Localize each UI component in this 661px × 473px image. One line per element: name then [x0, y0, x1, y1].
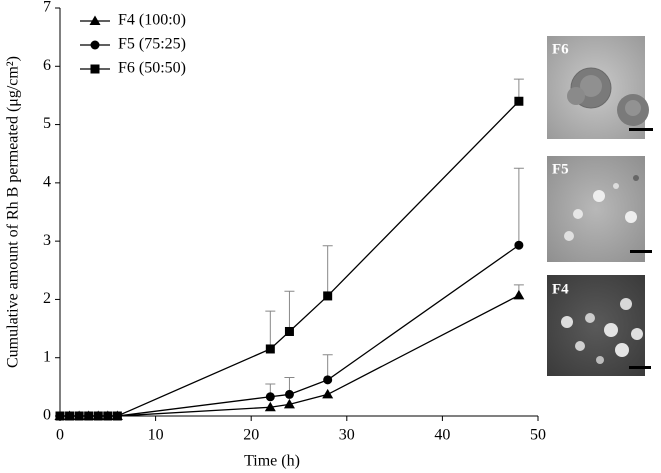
- marker: [322, 388, 334, 399]
- y-tick-label: 1: [43, 348, 51, 365]
- particle: [613, 183, 619, 189]
- legend-label: F4 (100:0): [118, 12, 186, 29]
- scale-bar: [630, 250, 652, 253]
- x-tick-label: 50: [530, 427, 546, 444]
- marker: [265, 344, 275, 354]
- marker: [55, 411, 65, 421]
- y-tick-label: 0: [43, 407, 51, 424]
- inset-image: [547, 156, 645, 262]
- series-line: [60, 100, 520, 417]
- particle: [585, 313, 595, 323]
- particle: [573, 209, 583, 219]
- particle: [633, 175, 639, 181]
- marker: [514, 96, 524, 106]
- y-tick-label: 4: [43, 174, 51, 191]
- inset-label: F5: [552, 161, 569, 177]
- marker: [93, 411, 103, 421]
- marker: [284, 326, 294, 336]
- particle: [625, 211, 637, 223]
- marker: [112, 411, 122, 421]
- y-tick-label: 6: [43, 57, 51, 74]
- marker: [264, 401, 276, 412]
- x-tick-label: 0: [56, 427, 64, 444]
- y-tick-label: 2: [43, 290, 51, 307]
- marker: [323, 375, 333, 385]
- inset-label: F4: [552, 281, 569, 297]
- y-tick-label: 3: [43, 232, 51, 249]
- x-tick-label: 20: [243, 427, 259, 444]
- error-bar: [284, 290, 295, 332]
- y-axis-label: Cumulative amount of Rh B permeated (μg/…: [5, 56, 22, 368]
- legend-marker: [90, 64, 100, 74]
- marker: [323, 291, 333, 301]
- particle: [615, 343, 629, 357]
- legend-marker: [90, 40, 100, 50]
- scale-bar: [629, 128, 653, 131]
- legend-marker: [89, 15, 101, 25]
- marker: [265, 392, 275, 402]
- legend-label: F6 (50:50): [118, 60, 186, 77]
- particle: [593, 190, 605, 202]
- inset-label: F6: [552, 41, 569, 57]
- error-bar: [265, 310, 276, 349]
- marker: [513, 289, 525, 300]
- particle: [564, 231, 574, 241]
- inset-images: [547, 36, 653, 376]
- particle: [620, 298, 632, 310]
- marker: [514, 240, 524, 250]
- scale-bar: [629, 366, 651, 369]
- marker: [283, 398, 295, 409]
- x-tick-label: 40: [434, 427, 450, 444]
- x-axis-label: Time (h): [244, 453, 300, 470]
- marker: [65, 411, 75, 421]
- y-tick-label: 7: [43, 0, 51, 16]
- particle: [625, 100, 641, 116]
- particle: [604, 323, 618, 337]
- particle: [567, 87, 585, 105]
- particle: [561, 316, 573, 328]
- marker: [284, 389, 294, 399]
- y-tick-label: 5: [43, 115, 51, 132]
- marker: [74, 411, 84, 421]
- particle: [575, 341, 585, 351]
- particle: [596, 356, 604, 364]
- error-bar: [322, 245, 333, 296]
- particle: [580, 75, 602, 97]
- particle: [631, 328, 643, 340]
- x-tick-label: 30: [339, 427, 355, 444]
- marker: [103, 411, 113, 421]
- error-bar: [513, 167, 524, 246]
- marker: [84, 411, 94, 421]
- x-tick-label: 10: [148, 427, 164, 444]
- legend-label: F5 (75:25): [118, 36, 186, 53]
